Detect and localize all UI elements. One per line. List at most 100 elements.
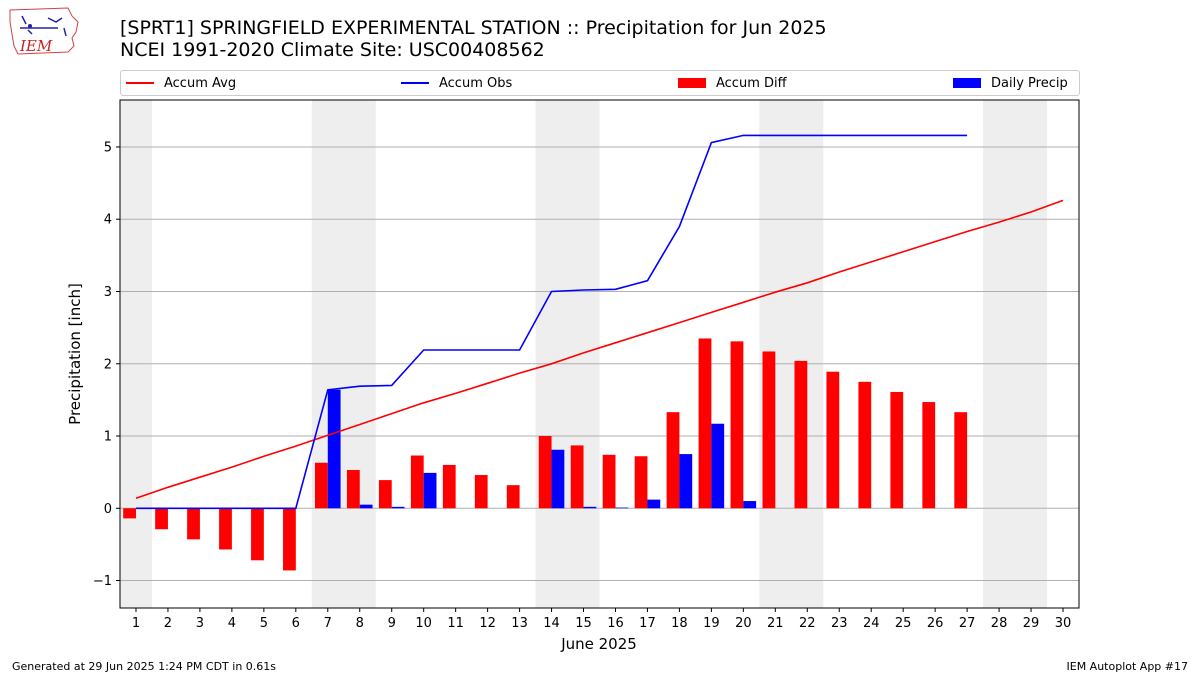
x-tick-label: 18 [671, 616, 688, 631]
daily-precip-bar-17 [647, 499, 661, 509]
plot-frame [119, 99, 1080, 609]
accum-diff-bar-12 [474, 475, 488, 509]
x-tick-label: 8 [356, 616, 364, 631]
x-tick-label: 4 [228, 616, 236, 631]
weekend-band-4 [983, 100, 1048, 608]
x-tick-label: 11 [447, 616, 464, 631]
accum-diff-bar-4 [219, 508, 232, 550]
x-tick-label: 24 [863, 616, 880, 631]
legend-label-daily-precip: Daily Precip [991, 75, 1068, 91]
x-tick-label: 15 [575, 616, 592, 631]
x-tick-label: 10 [415, 616, 432, 631]
x-tick-label: 9 [388, 616, 396, 631]
legend-swatch-daily-precip [953, 78, 981, 88]
logo-text: IEM [19, 37, 53, 55]
accum-diff-bar-11 [442, 464, 456, 509]
accum-diff-bar-10 [410, 455, 424, 509]
x-tick-label: 19 [703, 616, 720, 631]
daily-precip-bar-20 [743, 501, 757, 509]
x-tick-label: 14 [543, 616, 560, 631]
x-ticks [135, 608, 1064, 612]
footer-generated: Generated at 29 Jun 2025 1:24 PM CDT in … [12, 660, 277, 673]
accum-diff-bar-24 [858, 381, 872, 509]
x-tick-label: 21 [767, 616, 784, 631]
weekend-band-2 [535, 100, 600, 608]
x-tick-label: 28 [991, 616, 1008, 631]
legend-label-accum-avg: Accum Avg [164, 75, 237, 91]
x-tick-label: 16 [607, 616, 624, 631]
x-axis-label: June 2025 [560, 635, 637, 653]
y-tick-label: 0 [104, 502, 112, 517]
bar-marks [123, 338, 980, 571]
accum-diff-bar-6 [283, 508, 296, 571]
accum-diff-bar-26 [922, 402, 936, 509]
daily-precip-bar-16 [615, 507, 629, 509]
accum-diff-bar-2 [155, 508, 168, 530]
daily-precip-bar-10 [423, 472, 437, 509]
legend-item-accum-avg: Accum Avg [126, 71, 236, 95]
legend: Accum Avg Accum Obs Accum Diff Daily Pre… [120, 70, 1080, 96]
legend-swatch-accum-obs [401, 82, 429, 84]
x-tick-labels: 1 2 3 4 5 6 7 8 9 10 11 12 13 14 15 16 17 18 19 20 21 22 23 24 2… [132, 616, 1071, 631]
x-tick-label: 17 [639, 616, 656, 631]
daily-precip-bar-14 [551, 449, 565, 509]
accum-diff-bar-18 [666, 412, 680, 509]
accum-diff-bar-14 [538, 436, 552, 509]
accum-diff-bar-27 [954, 412, 968, 509]
x-tick-label: 25 [895, 616, 912, 631]
accum-diff-bar-17 [634, 456, 648, 509]
daily-precip-bar-15 [583, 506, 597, 509]
accum-diff-bar-19 [698, 338, 712, 509]
y-tick-label: 3 [104, 285, 112, 300]
accum-obs-line [136, 134, 968, 510]
legend-swatch-accum-avg [126, 82, 154, 84]
x-tick-label: 27 [959, 616, 976, 631]
x-tick-label: 1 [132, 616, 140, 631]
accum-diff-bar-13 [506, 485, 520, 509]
y-axis-label: Precipitation [inch] [66, 283, 84, 425]
y-tick-label: −1 [93, 574, 112, 589]
chart-subtitle: NCEI 1991-2020 Climate Site: USC00408562 [120, 39, 545, 61]
y-tick-label: 5 [104, 140, 112, 155]
footer-app: IEM Autoplot App #17 [1066, 660, 1189, 673]
accum-diff-bar-8 [346, 469, 360, 509]
accum-diff-bar-5 [251, 508, 264, 561]
legend-label-accum-diff: Accum Diff [716, 75, 787, 91]
accum-diff-bar-22 [794, 360, 808, 509]
accum-diff-bar-25 [890, 391, 904, 509]
y-tick-label: 2 [104, 357, 112, 372]
legend-item-daily-precip: Daily Precip [953, 71, 1068, 95]
x-tick-label: 20 [735, 616, 752, 631]
accum-diff-bar-3 [187, 508, 200, 540]
x-tick-label: 26 [927, 616, 944, 631]
x-tick-label: 6 [292, 616, 300, 631]
accum-diff-bar-16 [602, 454, 616, 509]
accum-avg-line [135, 199, 1064, 499]
y-tick-label: 1 [104, 430, 112, 445]
accum-diff-bar-20 [730, 341, 744, 509]
accum-diff-bar-15 [570, 445, 584, 509]
x-tick-label: 22 [799, 616, 816, 631]
daily-precip-bar-8 [359, 504, 373, 509]
chart-title: [SPRT1] SPRINGFIELD EXPERIMENTAL STATION… [120, 17, 827, 39]
y-tick-labels: −1 0 1 2 3 4 5 [93, 140, 112, 589]
daily-precip-bar-9 [391, 506, 405, 509]
legend-item-accum-obs: Accum Obs [401, 71, 512, 95]
x-tick-label: 5 [260, 616, 268, 631]
weekend-band-0 [120, 100, 152, 608]
x-tick-label: 29 [1023, 616, 1040, 631]
daily-precip-bar-18 [679, 454, 693, 509]
weekend-shading [120, 100, 1048, 608]
x-tick-label: 7 [324, 616, 332, 631]
line-marks [135, 134, 1064, 510]
x-tick-label: 23 [831, 616, 848, 631]
x-tick-label: 13 [511, 616, 528, 631]
iem-logo: IEM [9, 7, 79, 55]
accum-diff-bar-1 [123, 508, 136, 519]
x-tick-label: 2 [164, 616, 172, 631]
legend-swatch-accum-diff [678, 78, 706, 88]
accum-diff-bar-7 [314, 462, 328, 509]
weekend-band-1 [311, 100, 376, 608]
legend-item-accum-diff: Accum Diff [678, 71, 787, 95]
